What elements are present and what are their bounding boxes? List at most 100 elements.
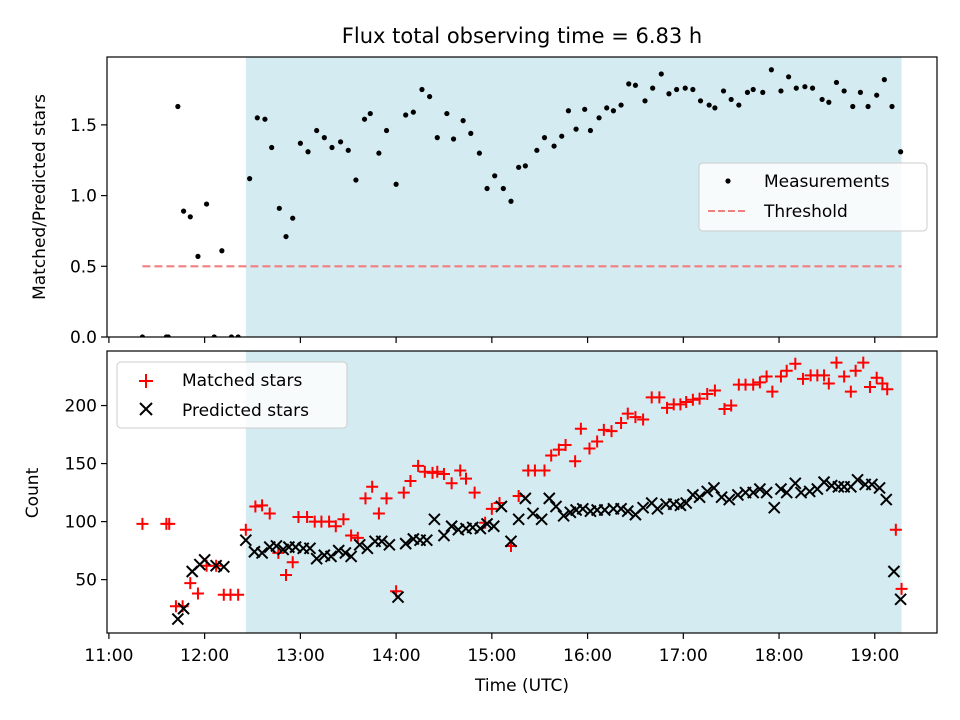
matched-star-point <box>412 459 425 472</box>
measurement-point <box>345 147 351 153</box>
predicted-star-point <box>474 522 487 535</box>
measurement-point <box>508 198 514 204</box>
measurement-point <box>809 85 816 91</box>
measurement-point <box>410 109 416 115</box>
measurement-point <box>203 201 210 207</box>
matched-star-point <box>693 392 706 405</box>
matched-star-point <box>136 517 149 530</box>
x-tick-label: 18:00 <box>755 646 804 666</box>
matched-star-point <box>559 439 572 451</box>
predicted-star-point <box>383 538 396 552</box>
predicted-star-point <box>239 533 253 547</box>
matched-star-point <box>418 465 431 478</box>
matched-star-point <box>774 370 787 383</box>
measurement-point <box>187 214 193 220</box>
measurement-point <box>865 103 871 110</box>
measurement-point <box>632 82 639 88</box>
measurement-point <box>889 103 895 110</box>
predicted-star-point <box>420 533 433 547</box>
x-axis-label: Time (UTC) <box>474 676 569 696</box>
top-axes-frame <box>106 56 938 338</box>
matched-star-point <box>863 380 876 393</box>
matched-star-point <box>552 443 565 456</box>
matched-star-point <box>870 371 883 384</box>
predicted-star-point <box>753 482 767 496</box>
measurement-point <box>367 110 373 117</box>
measurement-point <box>793 85 799 91</box>
measurement-point <box>450 136 457 142</box>
measurement-point <box>626 81 632 87</box>
predicted-star-point <box>487 520 500 533</box>
measurement-point <box>235 334 241 337</box>
x-tick-label: 13:00 <box>276 646 325 666</box>
measurement-point <box>786 74 792 80</box>
measurement-point <box>768 67 774 73</box>
matched-star-point <box>780 364 793 377</box>
measurement-point <box>165 334 171 337</box>
y-tick-label: 150 <box>65 455 97 475</box>
measurement-point <box>434 135 440 141</box>
x-tick-label: 17:00 <box>659 646 708 666</box>
measurement-point <box>427 93 433 100</box>
measurement-point <box>269 144 275 151</box>
matched-star-point <box>838 370 851 383</box>
measurement-point <box>460 118 466 124</box>
matched-star-point <box>163 517 176 530</box>
x-tick-label: 19:00 <box>850 646 899 666</box>
predicted-star-point <box>217 560 231 574</box>
observing-window-span <box>245 351 902 633</box>
bottom-data-marks <box>136 356 908 626</box>
measurement-point <box>337 139 344 145</box>
matched-star-point <box>286 556 299 569</box>
measurement-point <box>690 86 696 93</box>
predicted-star-point <box>504 535 518 548</box>
matched-star-point <box>629 411 642 424</box>
predicted-star-point <box>549 500 563 513</box>
matched-star-point <box>789 357 802 370</box>
legend-predicted-label: Predicted stars <box>182 401 309 421</box>
matched-star-point <box>637 413 650 426</box>
predicted-star-point <box>851 473 864 487</box>
bottom-y-axis-label: Count <box>23 467 43 518</box>
predicted-star-point <box>375 535 388 548</box>
measurement-point <box>658 71 664 77</box>
predicted-star-point <box>651 502 664 516</box>
matched-star-point <box>760 370 773 383</box>
measurement-point <box>195 253 201 259</box>
predicted-star-point <box>701 485 714 498</box>
predicted-star-point <box>621 504 634 518</box>
matched-star-point <box>747 378 760 391</box>
matched-star-point <box>437 468 450 481</box>
matched-star-point <box>569 455 582 468</box>
predicted-star-point <box>636 501 650 514</box>
matched-star-point <box>468 486 481 499</box>
x-tick-label: 12:00 <box>180 646 229 666</box>
legend-predicted-marker <box>139 402 153 416</box>
predicted-star-point <box>543 492 556 505</box>
matched-star-point <box>454 464 467 477</box>
matched-star-point <box>708 384 721 397</box>
matched-star-point <box>653 391 666 404</box>
predicted-star-point <box>519 492 532 505</box>
predicted-star-point <box>198 553 211 567</box>
matched-star-point <box>615 416 628 429</box>
predicted-star-point <box>894 593 907 606</box>
measurement-point <box>393 181 399 187</box>
predicted-star-point <box>255 546 269 560</box>
measurement-point <box>321 135 327 141</box>
measurement-point <box>500 185 506 192</box>
measurement-point <box>403 112 409 118</box>
predicted-star-point <box>445 520 458 533</box>
measurement-point <box>329 144 335 151</box>
measurement-point <box>819 96 825 103</box>
matched-star-point <box>686 393 699 406</box>
measurement-point <box>582 106 588 112</box>
y-tick-label: 100 <box>65 513 97 533</box>
matched-star-point <box>485 502 498 515</box>
predicted-star-point <box>512 513 525 526</box>
bottom-legend-box <box>116 361 348 429</box>
matched-star-point <box>191 587 204 600</box>
measurement-point <box>697 98 704 104</box>
matched-star-point <box>753 376 766 389</box>
